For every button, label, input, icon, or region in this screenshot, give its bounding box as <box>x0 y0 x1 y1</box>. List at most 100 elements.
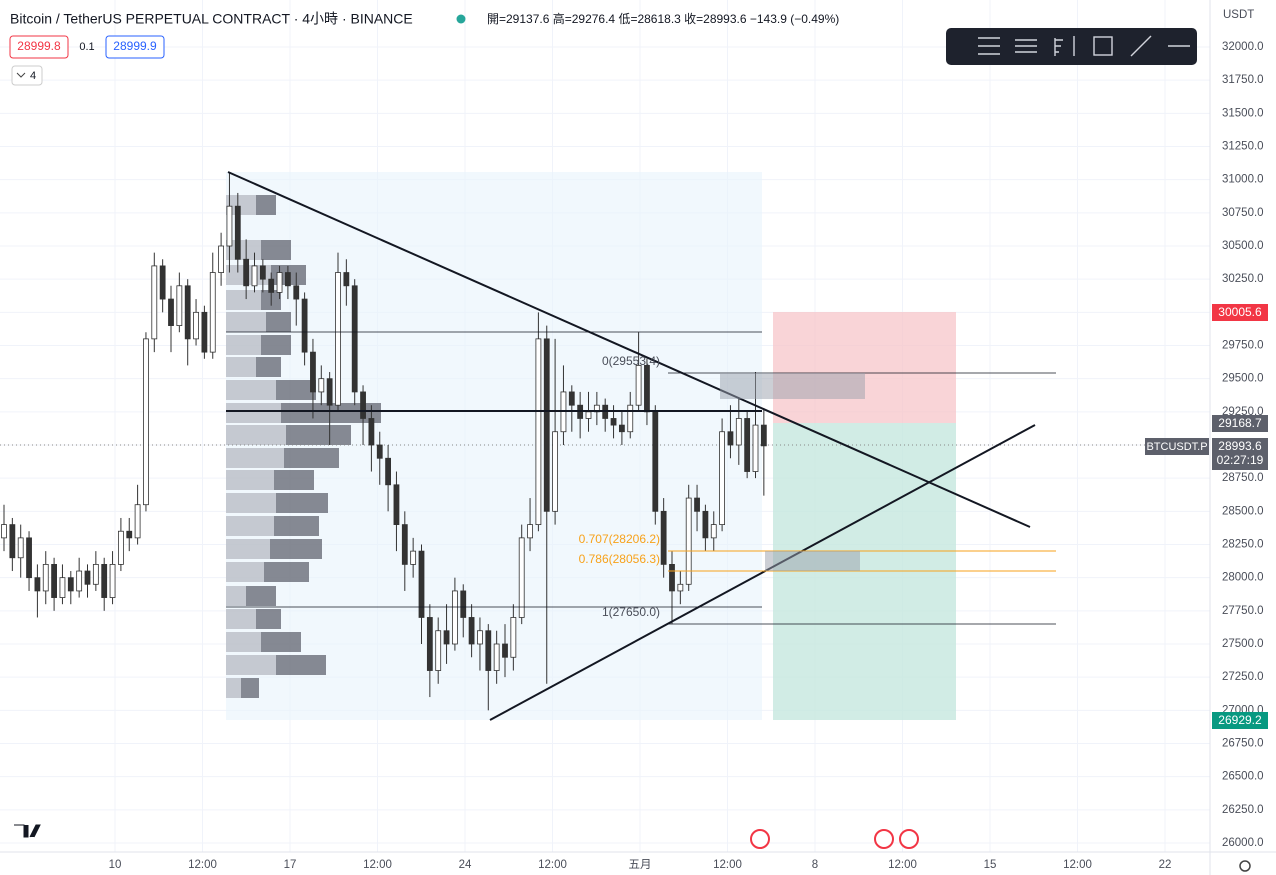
candle-body <box>451 590 458 645</box>
trend-line[interactable] <box>227 171 1031 528</box>
candle-body <box>201 311 208 353</box>
buy-button[interactable] <box>105 35 165 59</box>
event-icons[interactable] <box>750 829 919 849</box>
candle-body <box>543 338 550 512</box>
fib-label: 1(27650.0) <box>602 605 660 619</box>
candle-body <box>1 524 7 539</box>
candle-body <box>477 630 483 645</box>
vp-bar <box>270 539 322 559</box>
candle-body <box>435 630 442 671</box>
candle-body <box>343 272 350 287</box>
candle-body <box>101 564 108 598</box>
vp-bar <box>226 380 276 400</box>
trend-line[interactable] <box>489 424 1036 721</box>
stop-zone[interactable] <box>773 312 956 423</box>
candle-body <box>351 285 358 393</box>
vp-bar <box>261 335 291 355</box>
indicator-toggle[interactable] <box>11 65 43 86</box>
candle-body <box>669 564 675 592</box>
candle-body <box>744 418 751 472</box>
vp-bar <box>274 470 314 490</box>
toolbar-icons[interactable] <box>978 35 1190 57</box>
candle-body <box>376 444 383 459</box>
volume-profile-range <box>226 172 762 720</box>
fib-label: 0.707(28206.2) <box>579 532 660 546</box>
tag-bg <box>1212 415 1268 432</box>
vp-bar <box>274 516 319 536</box>
y-tick-label: 31500.0 <box>1222 107 1264 119</box>
candle-body <box>67 577 74 592</box>
x-tick-label: 10 <box>109 859 122 871</box>
fib-label: 0(29553.4) <box>602 354 660 368</box>
candle-body <box>193 311 199 340</box>
x-tick-label: 12:00 <box>888 859 917 871</box>
sell-button[interactable] <box>9 35 69 59</box>
candle-body <box>685 497 692 585</box>
vp-bar <box>226 403 281 423</box>
candle-body <box>134 504 141 539</box>
candle-body <box>585 411 592 419</box>
vp-bar <box>226 290 261 310</box>
candle-body <box>301 298 308 353</box>
x-tick-label: 15 <box>984 859 997 871</box>
candle-body <box>251 265 258 287</box>
candle-body <box>159 265 166 300</box>
currency[interactable]: USDT <box>1223 9 1254 21</box>
candle-body <box>518 537 525 618</box>
x-tick-label: 12:00 <box>1063 859 1092 871</box>
y-tick-label: 29750.0 <box>1222 340 1264 352</box>
last-price-tag: 28993.6 <box>1218 439 1262 453</box>
candle-body <box>368 418 375 446</box>
vp-bar <box>276 493 328 513</box>
candle-body <box>126 530 133 539</box>
settings[interactable] <box>1239 860 1251 872</box>
candle-body <box>76 570 83 592</box>
y-tick-label: 27500.0 <box>1222 638 1264 650</box>
vp-bar <box>284 448 339 468</box>
candle-body <box>168 298 174 327</box>
tag-bg <box>1212 304 1268 321</box>
drawings[interactable] <box>226 171 1056 721</box>
candle-body <box>326 378 333 406</box>
vp-bar <box>256 195 276 215</box>
x-tick-label: 12:00 <box>188 859 217 871</box>
ask: 28999.9 <box>113 39 157 53</box>
y-tick-label: 26000.0 <box>1222 837 1264 849</box>
y-tick-label: 27750.0 <box>1222 605 1264 617</box>
chevron <box>16 72 26 78</box>
candle-body <box>426 617 433 671</box>
fib-fill <box>765 551 860 571</box>
candle-body <box>644 364 650 413</box>
vp-bar <box>226 609 256 629</box>
vp-bar <box>226 655 276 675</box>
y-tick-label: 32000.0 <box>1222 41 1264 53</box>
indicator-count: 4 <box>30 70 36 82</box>
candle-body <box>293 285 300 300</box>
vp-bar <box>226 448 284 468</box>
candle-body <box>276 272 283 293</box>
countdown: 02:27:19 <box>1217 453 1264 467</box>
candle-body <box>234 205 241 260</box>
y-tick-label: 31750.0 <box>1222 74 1264 86</box>
candle-body <box>243 258 250 287</box>
candle-body <box>184 285 191 340</box>
candle-body <box>719 431 725 526</box>
x-tick-label: 24 <box>459 859 472 871</box>
candle-body <box>677 583 684 592</box>
candle-body <box>218 245 225 273</box>
vp-bar <box>226 335 261 355</box>
drawing-toolbar <box>946 28 1197 65</box>
candle-body <box>310 351 316 393</box>
candle-body <box>385 457 392 486</box>
y-tick-label: 31250.0 <box>1222 141 1264 153</box>
y-tick-label: 26500.0 <box>1222 771 1264 783</box>
y-tick-label: 26750.0 <box>1222 738 1264 750</box>
symbol-title: Bitcoin / TetherUS PERPETUAL CONTRACT · … <box>10 11 413 27</box>
stop-tag: 30005.6 <box>1218 305 1262 319</box>
y-tick-label: 27250.0 <box>1222 671 1264 683</box>
candle-body <box>485 630 492 671</box>
x-tick-label: 12:00 <box>538 859 567 871</box>
candle-body <box>92 564 99 585</box>
vp-bar <box>226 632 261 652</box>
candle-body <box>752 424 759 472</box>
